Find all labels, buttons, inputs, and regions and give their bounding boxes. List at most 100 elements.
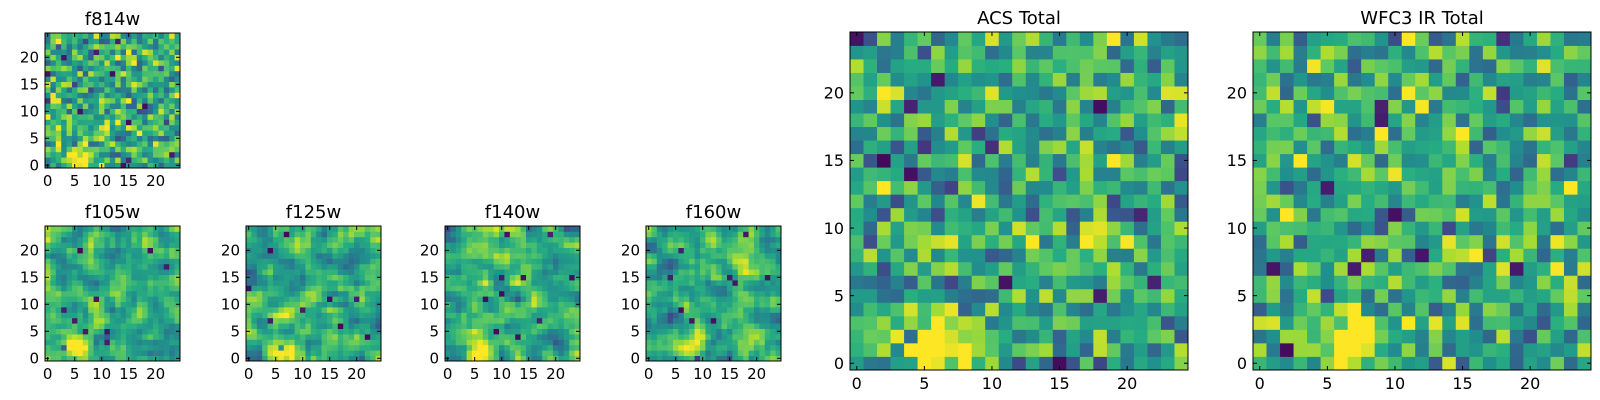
heatmap-cell xyxy=(1266,234,1281,249)
heatmap-cell xyxy=(445,253,451,259)
heatmap-cell xyxy=(115,141,121,147)
heatmap-cell xyxy=(153,38,159,45)
heatmap-cell xyxy=(93,317,100,324)
heatmap-cell xyxy=(1550,153,1565,168)
heatmap-cell xyxy=(1536,72,1551,87)
heatmap-cell xyxy=(493,301,500,308)
heatmap-cell xyxy=(1401,99,1416,114)
heatmap-cell xyxy=(683,258,690,265)
heatmap-cell xyxy=(174,344,181,351)
heatmap-cell xyxy=(536,285,543,292)
heatmap-cell xyxy=(99,97,105,104)
y-tick-label: 20 xyxy=(621,242,640,260)
heatmap-cell xyxy=(104,253,111,259)
heatmap-cell xyxy=(169,114,175,120)
heatmap-cell xyxy=(50,328,57,335)
heatmap-cell xyxy=(337,317,344,324)
heatmap-cell xyxy=(985,248,1000,263)
heatmap-cell xyxy=(1334,126,1349,141)
heatmap-cell xyxy=(667,355,674,362)
heatmap-cell xyxy=(289,236,295,243)
heatmap-cell xyxy=(472,307,478,313)
heatmap-cell xyxy=(66,253,73,259)
heatmap-cell xyxy=(482,301,489,308)
heatmap-cell xyxy=(985,140,1000,155)
heatmap-cell xyxy=(77,124,84,131)
heatmap-cell xyxy=(104,263,111,270)
heatmap-cell xyxy=(493,317,500,324)
heatmap-cell xyxy=(375,350,382,356)
heatmap-cell xyxy=(1106,288,1121,303)
heatmap-cell xyxy=(50,162,57,169)
heatmap-cell xyxy=(55,301,62,308)
heatmap-cell xyxy=(153,119,159,126)
heatmap-cell xyxy=(262,247,268,254)
heatmap-cell xyxy=(1320,59,1335,73)
heatmap-cell xyxy=(971,261,986,276)
heatmap-cell xyxy=(66,119,73,126)
heatmap-cell xyxy=(1320,356,1335,371)
heatmap-cell xyxy=(153,312,159,319)
heatmap-cell xyxy=(1334,356,1349,371)
heatmap-cell xyxy=(104,92,111,99)
x-tick-label: 5 xyxy=(919,374,929,393)
heatmap-cell xyxy=(1496,140,1511,155)
heatmap-cell xyxy=(662,236,668,243)
heatmap-cell xyxy=(482,253,489,259)
heatmap-cell xyxy=(72,290,78,297)
y-tick-label: 15 xyxy=(420,269,439,287)
heatmap-cell xyxy=(732,317,739,324)
heatmap-cell xyxy=(455,334,462,340)
heatmap-cell xyxy=(1482,126,1497,141)
heatmap-cell xyxy=(536,339,543,346)
heatmap-cell xyxy=(558,350,565,356)
heatmap-cell xyxy=(310,323,317,329)
heatmap-cell xyxy=(493,253,500,259)
heatmap-cell xyxy=(55,60,62,66)
heatmap-cell xyxy=(547,274,554,281)
heatmap-cell xyxy=(673,253,679,259)
heatmap-cell xyxy=(55,157,62,163)
heatmap-cell xyxy=(662,247,668,254)
heatmap-cell xyxy=(120,317,127,324)
heatmap-cell xyxy=(569,307,575,313)
heatmap-cell xyxy=(131,114,138,120)
heatmap-cell xyxy=(163,157,170,163)
heatmap-cell xyxy=(985,126,1000,141)
heatmap-cell xyxy=(359,258,366,265)
heatmap-cell xyxy=(278,242,285,248)
heatmap-cell xyxy=(354,312,360,319)
heatmap-cell xyxy=(1174,32,1189,46)
heatmap-cell xyxy=(472,258,478,265)
heatmap-cell xyxy=(1469,329,1484,344)
heatmap-cell xyxy=(169,236,175,243)
heatmap-cell xyxy=(153,253,159,259)
heatmap-cell xyxy=(354,231,360,238)
heatmap-cell xyxy=(120,49,127,55)
heatmap-cell xyxy=(477,285,484,292)
heatmap-cell xyxy=(126,141,132,147)
heatmap-cell xyxy=(727,242,733,248)
heatmap-cell xyxy=(126,146,132,153)
heatmap-cell xyxy=(174,242,181,248)
heatmap-cell xyxy=(1415,234,1430,249)
heatmap-cell xyxy=(109,141,116,147)
heatmap-cell xyxy=(327,350,333,356)
heatmap-cell xyxy=(499,339,505,346)
heatmap-cell xyxy=(515,242,521,248)
heatmap-cell xyxy=(1174,59,1189,73)
heatmap-cell xyxy=(656,242,663,248)
heatmap-cell xyxy=(109,81,116,88)
heatmap-cell xyxy=(705,253,712,259)
heatmap-cell xyxy=(1147,248,1162,263)
heatmap-cell xyxy=(700,307,706,313)
heatmap-cell xyxy=(364,317,371,324)
heatmap-cell xyxy=(104,269,111,275)
heatmap-cell xyxy=(710,242,717,248)
heatmap-cell xyxy=(153,231,159,238)
heatmap-cell xyxy=(775,317,782,324)
heatmap-cell xyxy=(1496,207,1511,222)
heatmap-cell xyxy=(126,323,132,329)
heatmap-cell xyxy=(985,207,1000,222)
heatmap-cell xyxy=(305,285,312,292)
